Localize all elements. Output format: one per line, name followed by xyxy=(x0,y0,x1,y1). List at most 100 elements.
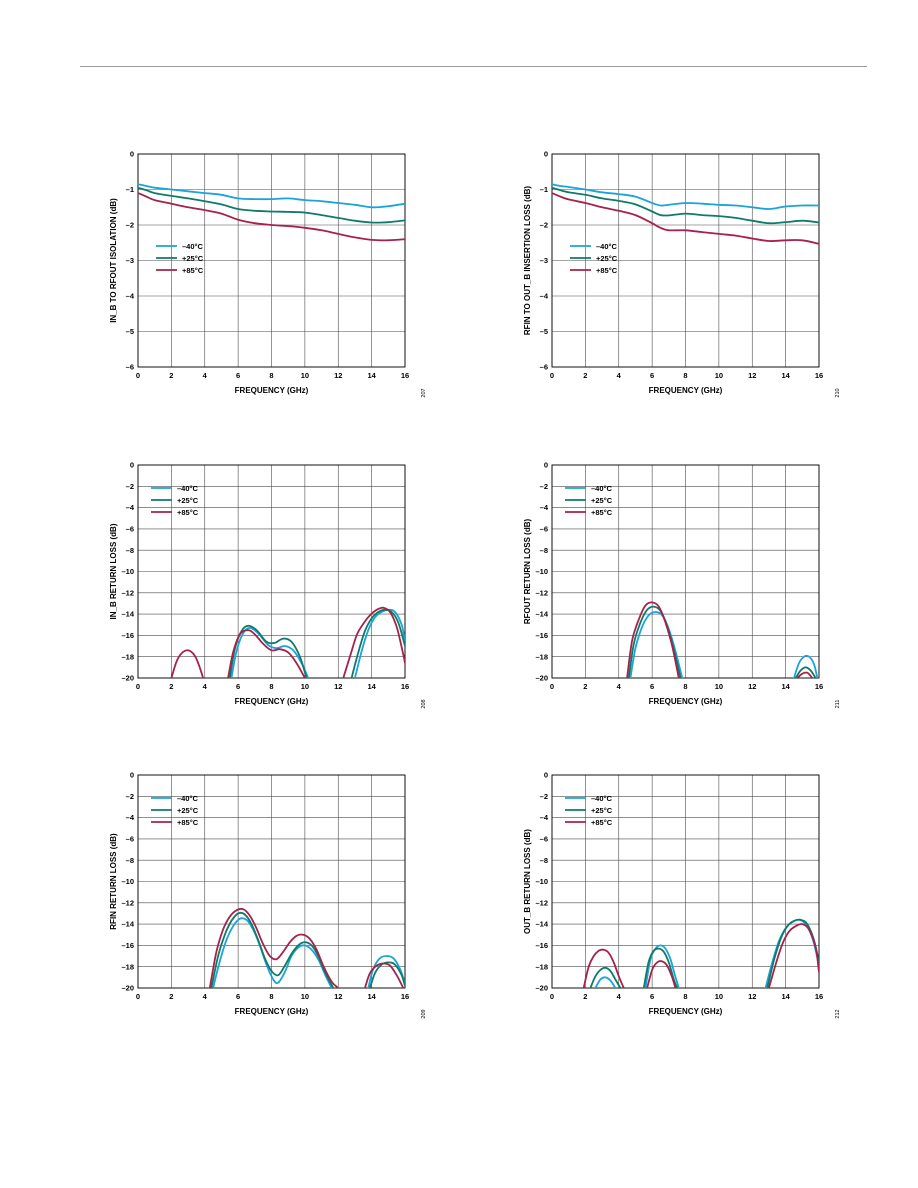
plot-frame xyxy=(137,774,406,989)
x-tick-label: 14 xyxy=(781,371,790,380)
chart-rfout-return-loss: 0 2 4 6 8 10 12 14 16 0 –2 –4 –6 –8 –10 –12 –14 –16 –18 –20… xyxy=(514,456,854,721)
y-tick-label: –12 xyxy=(535,588,548,597)
x-tick-label: 10 xyxy=(715,992,723,1001)
series-group xyxy=(208,907,405,988)
y-tick-label: –18 xyxy=(121,652,134,661)
y-tick-label: 0 xyxy=(544,461,548,470)
x-axis-title: FREQUENCY (GHz) xyxy=(649,386,723,395)
x-tick-label: 12 xyxy=(748,371,756,380)
y-tick-label: –2 xyxy=(540,482,548,491)
x-tick-label: 8 xyxy=(683,682,687,691)
plot-frame xyxy=(551,464,820,679)
y-tick-label: –18 xyxy=(121,962,134,971)
y-tick-label: –1 xyxy=(126,185,134,194)
chart-in-b-return-loss-svg: 0 2 4 6 8 10 12 14 16 0 –2 –4 –6 –8 –10 –12 –14 –16 –18 –20… xyxy=(109,461,427,709)
x-tick-label: 4 xyxy=(203,992,208,1001)
y-tick-label: –6 xyxy=(540,363,548,372)
x-tick-label: 2 xyxy=(169,992,173,1001)
x-axis-title: FREQUENCY (GHz) xyxy=(649,1007,723,1016)
y-tick-label: –14 xyxy=(121,920,134,929)
y-tick-label: –2 xyxy=(126,792,134,801)
y-tick-label: –2 xyxy=(126,221,134,230)
y-tick-label: –8 xyxy=(126,856,134,865)
y-tick-label: –20 xyxy=(535,984,548,993)
legend-label: +25°C xyxy=(177,496,199,505)
figure-code: 207 xyxy=(421,388,427,397)
series-line-p85-1 xyxy=(364,962,405,988)
y-tick-label: –14 xyxy=(121,610,134,619)
x-tick-label: 14 xyxy=(781,992,790,1001)
y-tick-label: –16 xyxy=(121,631,134,640)
x-tick-label: 8 xyxy=(269,371,273,380)
y-tick-label: –5 xyxy=(540,327,548,336)
x-tick-label: 2 xyxy=(169,371,173,380)
x-tick-label: 6 xyxy=(236,992,240,1001)
plot-frame xyxy=(551,774,820,989)
x-tick-label: 10 xyxy=(715,371,723,380)
x-tick-label: 16 xyxy=(815,992,823,1001)
x-tick-label: 12 xyxy=(748,682,756,691)
y-tick-label: –8 xyxy=(126,546,134,555)
x-tick-label: 10 xyxy=(301,992,309,1001)
legend-label: –40°C xyxy=(596,242,618,251)
x-tick-label: 6 xyxy=(650,371,654,380)
x-tick-label: 16 xyxy=(401,682,409,691)
grid xyxy=(137,774,406,989)
y-tick-label: –3 xyxy=(126,256,134,265)
series-line-p85-2 xyxy=(768,923,819,988)
legend-label: +25°C xyxy=(177,806,199,815)
y-tick-label: –10 xyxy=(535,567,548,576)
series-line-m40-0 xyxy=(594,976,617,988)
x-tick-label: 8 xyxy=(683,371,687,380)
legend-label: +85°C xyxy=(177,818,199,827)
x-tick-label: 2 xyxy=(583,371,587,380)
x-tick-label: 2 xyxy=(583,682,587,691)
series-line-m40-1 xyxy=(354,608,405,678)
series-line-p25-1 xyxy=(350,608,405,678)
series-line-p85-0 xyxy=(170,649,204,678)
x-tick-label: 4 xyxy=(203,371,208,380)
series-line-p85-0 xyxy=(626,601,680,678)
series-group xyxy=(138,183,405,242)
y-tick-label: –20 xyxy=(535,674,548,683)
y-tick-label: –12 xyxy=(535,898,548,907)
y-axis-title: IN_B TO RFOUT ISOLATION (dB) xyxy=(109,198,118,323)
y-tick-label: –4 xyxy=(540,503,549,512)
y-tick-label: –6 xyxy=(126,363,134,372)
legend-label: +25°C xyxy=(596,254,618,263)
x-tick-label: 6 xyxy=(650,992,654,1001)
series-line-p25-0 xyxy=(552,186,819,225)
chart-rfin-return-loss: 0 2 4 6 8 10 12 14 16 0 –2 –4 –6 –8 –10 –12 –14 –16 –18 –20… xyxy=(100,766,440,1031)
legend: –40°C +25°C +85°C xyxy=(565,484,613,517)
y-tick-label: –1 xyxy=(540,185,548,194)
series-line-m40-0 xyxy=(212,917,333,988)
x-tick-label: 0 xyxy=(136,371,140,380)
y-tick-label: –4 xyxy=(540,292,549,301)
legend: –40°C +25°C +85°C xyxy=(156,242,204,275)
y-tick-label: –20 xyxy=(121,984,134,993)
x-tick-label: 4 xyxy=(617,682,622,691)
y-axis-title: IN_B RETURN LOSS (dB) xyxy=(109,523,118,619)
y-tick-label: –6 xyxy=(126,835,134,844)
chart-insertion-loss: 0 2 4 6 8 10 12 14 16 0 –1 –2 –3 –4 –5 –6 FREQUENCY (GHz… xyxy=(514,145,854,410)
x-tick-label: 8 xyxy=(269,682,273,691)
y-tick-label: –8 xyxy=(540,856,548,865)
y-tick-label: –4 xyxy=(540,813,549,822)
y-tick-label: –14 xyxy=(535,920,548,929)
x-tick-label: 16 xyxy=(401,371,409,380)
x-tick-label: 16 xyxy=(815,682,823,691)
x-tick-label: 14 xyxy=(367,682,376,691)
series-line-p25-1 xyxy=(369,961,405,988)
x-tick-label: 0 xyxy=(550,371,554,380)
legend-label: –40°C xyxy=(591,484,613,493)
y-tick-label: –14 xyxy=(535,610,548,619)
x-tick-label: 6 xyxy=(650,682,654,691)
legend-label: +25°C xyxy=(591,806,613,815)
x-tick-label: 16 xyxy=(815,371,823,380)
x-tick-label: 10 xyxy=(715,682,723,691)
y-tick-label: –2 xyxy=(540,221,548,230)
y-tick-label: –4 xyxy=(126,292,135,301)
figure-code: 212 xyxy=(835,1009,841,1018)
y-tick-label: –12 xyxy=(121,898,134,907)
x-tick-label: 4 xyxy=(617,371,622,380)
